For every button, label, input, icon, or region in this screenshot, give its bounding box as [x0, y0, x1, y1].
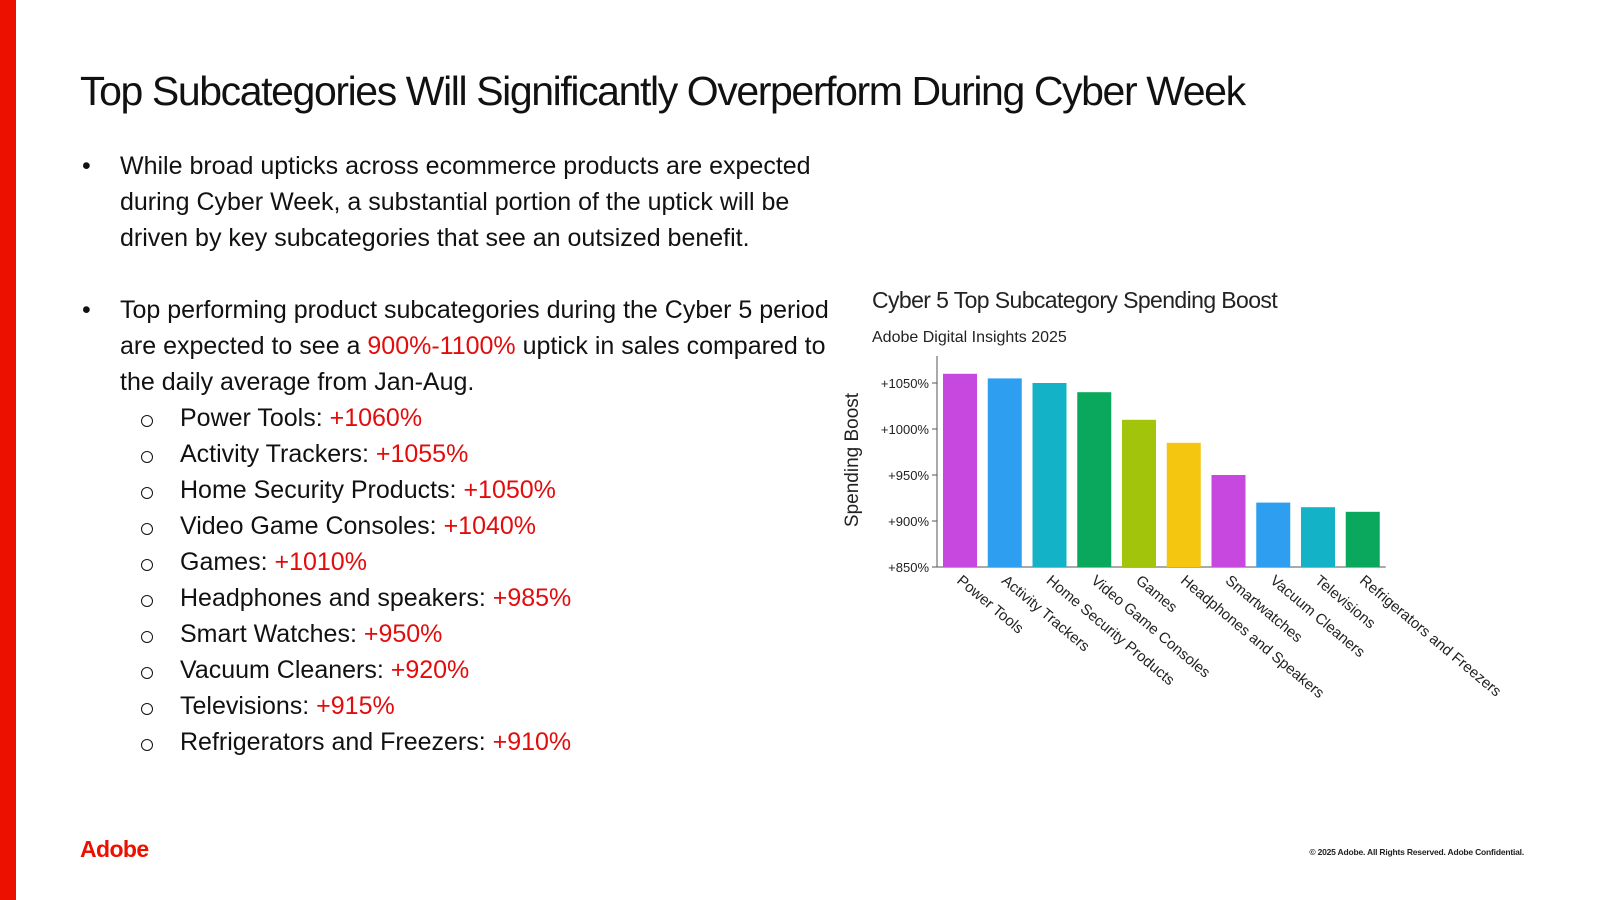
bullet-text-before: Top performing product subcategories dur… — [120, 296, 829, 360]
plot-area: +850%+900%+950%+1000%+1050%Power ToolsAc… — [881, 356, 1504, 702]
chart-canvas: Cyber 5 Top Subcategory Spending Boost A… — [842, 287, 1504, 702]
x-tick-label: Refrigerators and Freezers — [1356, 572, 1504, 700]
bar-3 — [1032, 383, 1067, 567]
subcategory-value: +915% — [316, 692, 395, 720]
bar-7 — [1211, 475, 1246, 567]
copyright-notice: © 2025 Adobe. All Rights Reserved. Adobe… — [1309, 847, 1524, 857]
list-item: Games: +1010% — [120, 544, 840, 580]
bar-6 — [1166, 442, 1201, 567]
circle-bullet-icon — [141, 595, 153, 607]
subcategory-value: +950% — [363, 620, 443, 648]
bullet-marker: • — [82, 296, 91, 324]
left-accent-bar — [0, 0, 16, 900]
bar-10 — [1345, 511, 1380, 567]
subcategory-label: Power Tools: — [180, 404, 330, 432]
list-item: Smart Watches: +950% — [120, 616, 840, 652]
bullet-item-intro: • While broad upticks across ecommerce p… — [80, 148, 840, 256]
adobe-logo: Adobe — [80, 836, 149, 862]
circle-bullet-icon — [141, 631, 153, 643]
circle-bullet-icon — [141, 667, 153, 679]
y-tick-label: +1050% — [881, 376, 930, 391]
subcategory-value: +920% — [390, 656, 470, 684]
subcategory-label: Smart Watches: — [180, 620, 364, 648]
slide-title: Top Subcategories Will Significantly Ove… — [80, 68, 1246, 114]
bar-5 — [1122, 419, 1156, 567]
spending-boost-chart: Cyber 5 Top Subcategory Spending Boost A… — [840, 280, 1560, 720]
y-tick-label: +850% — [888, 560, 929, 575]
y-tick-label: +900% — [888, 514, 929, 529]
subcategory-label: Refrigerators and Freezers: — [180, 728, 493, 756]
list-item: Power Tools: +1060% — [120, 400, 840, 436]
subcategory-value: +985% — [492, 584, 572, 612]
bullet-text-after: uptick in sales compared to the daily av… — [120, 332, 826, 396]
bullet-highlight-range: 900%-1100% — [367, 332, 516, 360]
subcategory-label: Vacuum Cleaners: — [180, 656, 391, 684]
y-tick-label: +950% — [888, 468, 929, 483]
bar-4 — [1077, 392, 1112, 567]
circle-bullet-icon — [141, 703, 153, 715]
circle-bullet-icon — [141, 523, 153, 535]
subcategory-value: +910% — [492, 728, 572, 756]
list-item: Activity Trackers: +1055% — [120, 436, 840, 472]
bullet-item-top-performing: • Top performing product subcategories d… — [80, 292, 840, 760]
y-axis-label: Spending Boost — [842, 392, 863, 527]
subcategory-label: Headphones and speakers: — [180, 584, 493, 612]
list-item: Refrigerators and Freezers: +910% — [120, 724, 840, 760]
circle-bullet-icon — [141, 487, 153, 499]
y-tick-label: +1000% — [881, 422, 930, 437]
subcategory-label: Home Security Products: — [180, 476, 464, 504]
bullet-text: While broad upticks across ecommerce pro… — [120, 152, 811, 252]
subcategory-value: +1040% — [443, 512, 537, 540]
bar-2 — [987, 378, 1022, 567]
subcategory-value: +1060% — [329, 404, 423, 432]
list-item: Home Security Products: +1050% — [120, 472, 840, 508]
subcategory-label: Televisions: — [180, 692, 317, 720]
bullet-list: • While broad upticks across ecommerce p… — [80, 148, 840, 760]
circle-bullet-icon — [141, 415, 153, 427]
circle-bullet-icon — [141, 739, 153, 751]
subcategory-value: +1055% — [375, 440, 469, 468]
circle-bullet-icon — [141, 559, 153, 571]
circle-bullet-icon — [141, 451, 153, 463]
subcategory-list: Power Tools: +1060% Activity Trackers: +… — [120, 400, 840, 760]
bar-9 — [1301, 507, 1335, 567]
list-item: Video Game Consoles: +1040% — [120, 508, 840, 544]
list-item: Vacuum Cleaners: +920% — [120, 652, 840, 688]
bar-1 — [943, 373, 977, 567]
subcategory-value: +1050% — [463, 476, 556, 504]
subcategory-label: Games: — [180, 548, 275, 576]
chart-subtitle: Adobe Digital Insights 2025 — [872, 329, 1067, 346]
list-item: Televisions: +915% — [120, 688, 840, 724]
subcategory-value: +1010% — [274, 548, 367, 576]
subcategory-label: Activity Trackers: — [180, 440, 376, 468]
chart-title: Cyber 5 Top Subcategory Spending Boost — [872, 287, 1278, 313]
bar-8 — [1256, 502, 1291, 567]
list-item: Headphones and speakers: +985% — [120, 580, 840, 616]
bullet-marker: • — [82, 152, 91, 180]
subcategory-label: Video Game Consoles: — [180, 512, 444, 540]
